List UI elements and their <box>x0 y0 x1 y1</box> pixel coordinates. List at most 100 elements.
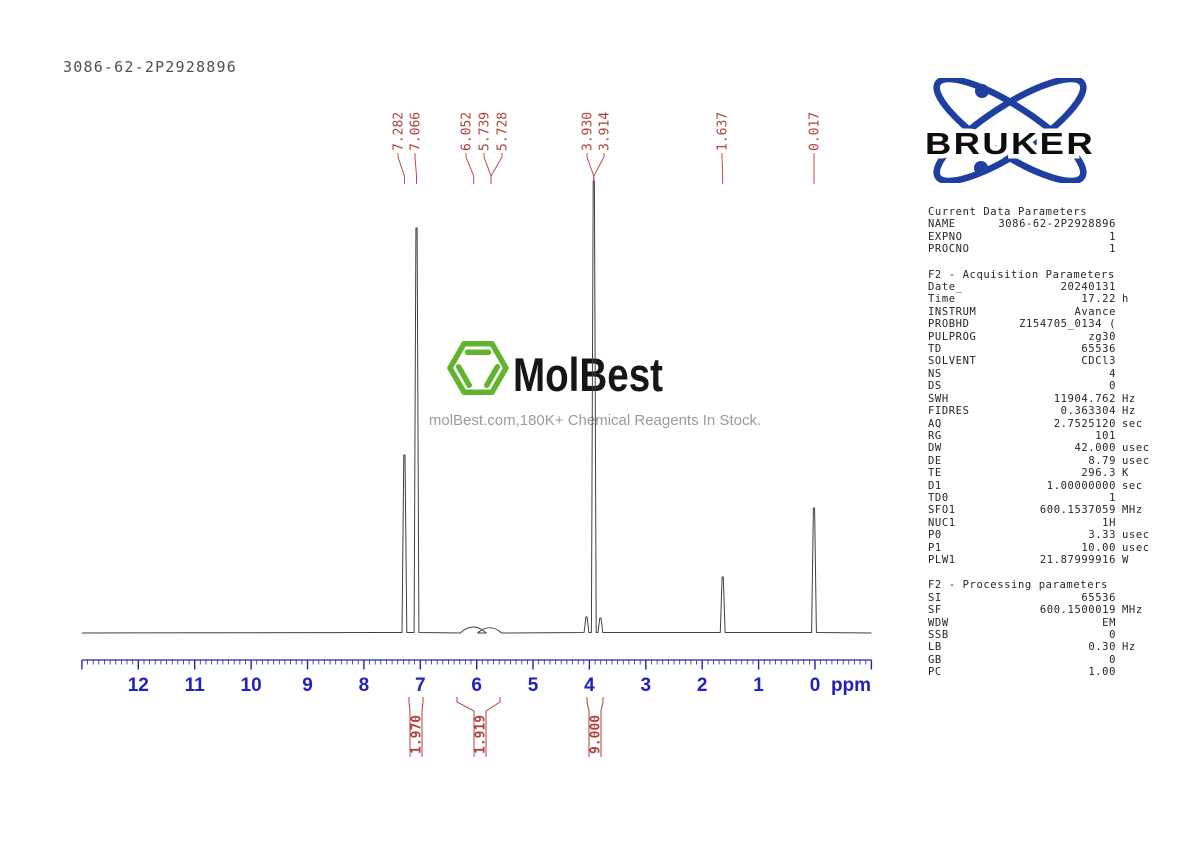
param-unit: sec <box>1122 479 1143 492</box>
param-name: RG <box>928 429 942 442</box>
param-row: TD0 1 <box>928 492 1160 504</box>
param-row: INSTRUM Avance <box>928 306 1160 318</box>
benzene-ring-icon <box>447 341 509 395</box>
param-row: Date_ 20240131 <box>928 281 1160 293</box>
axis-tick-label: 7 <box>415 675 426 696</box>
param-value: zg30 <box>1088 330 1116 343</box>
integral-value: 9.000 <box>589 715 604 754</box>
param-value: 0.30 <box>1088 641 1116 654</box>
param-name: DW <box>928 442 942 455</box>
param-name: TD <box>928 343 942 356</box>
axis-tick-label: 8 <box>359 675 370 696</box>
axis-tick-label: 12 <box>128 675 149 696</box>
peak-connector <box>721 153 724 184</box>
param-row: NAME 3086-62-2P2928896 <box>928 218 1160 230</box>
axis-tick-label: 0 <box>810 675 821 696</box>
spectrum-trace <box>81 180 872 634</box>
param-row: SWH 11904.762 Hz <box>928 393 1160 405</box>
param-row: TD 65536 <box>928 343 1160 355</box>
param-name: SFO1 <box>928 504 956 517</box>
param-unit: Hz <box>1122 641 1136 654</box>
param-value: 1 <box>1109 491 1116 504</box>
param-unit <box>1116 231 1160 243</box>
param-unit <box>1116 430 1160 442</box>
param-unit <box>1116 306 1160 318</box>
param-name: SI <box>928 591 942 604</box>
param-value: 1 <box>1109 243 1116 256</box>
param-unit <box>1116 281 1160 293</box>
param-name: NS <box>928 367 942 380</box>
parameters-panel: Current Data Parameters NAME 3086-62-2P292… <box>928 206 1160 692</box>
param-value: 3.33 <box>1088 529 1116 542</box>
bruker-logo: BRUKER <box>921 78 1098 183</box>
param-name: P1 <box>928 541 942 554</box>
integral-bracket <box>456 697 501 757</box>
param-unit: sec <box>1122 417 1143 430</box>
param-value: 2.7525120 <box>1053 417 1116 430</box>
param-value: 8.79 <box>1088 454 1116 467</box>
param-row: SI 65536 <box>928 592 1160 604</box>
peak-connector <box>490 153 503 184</box>
param-row: FIDRES 0.363304 Hz <box>928 405 1160 417</box>
param-value: 600.1537059 <box>1039 504 1116 517</box>
param-name: Time <box>928 293 956 306</box>
param-unit: Hz <box>1122 392 1136 405</box>
param-name: WDW <box>928 616 949 629</box>
param-name: PC <box>928 666 942 679</box>
axis-tick-label: 3 <box>641 675 652 696</box>
param-row: SSB 0 <box>928 629 1160 641</box>
param-name: PROCNO <box>928 243 970 256</box>
param-row: LB 0.30 Hz <box>928 641 1160 653</box>
param-section: Current Data Parameters NAME 3086-62-2P292… <box>928 206 1160 256</box>
param-row: P1 10.00 usec <box>928 542 1160 554</box>
param-value: 10.00 <box>1081 541 1116 554</box>
param-value: Avance <box>1074 305 1116 318</box>
param-unit: usec <box>1122 454 1150 467</box>
param-value: EM <box>1102 616 1116 629</box>
ppm-axis: 12 11 10 9 8 7 6 5 4 3 2 1 0 ppm <box>81 659 873 696</box>
peak-label: 3.930 <box>581 112 596 151</box>
param-name: SOLVENT <box>928 355 977 368</box>
param-value: 0 <box>1109 380 1116 393</box>
param-row: AQ 2.7525120 sec <box>928 418 1160 430</box>
integral-bracket <box>586 697 604 757</box>
param-row: TE 296.3 K <box>928 467 1160 479</box>
param-value: 0.363304 <box>1060 405 1116 418</box>
param-name: FIDRES <box>928 405 970 418</box>
param-name: LB <box>928 641 942 654</box>
sample-id-title: 3086-62-2P2928896 <box>63 58 237 76</box>
param-unit <box>1116 368 1160 380</box>
param-name: Date_ <box>928 281 963 294</box>
param-row: RG 101 <box>928 430 1160 442</box>
param-unit: K <box>1122 467 1129 480</box>
param-row: PROCNO 1 <box>928 243 1160 255</box>
peak-label: 1.637 <box>716 112 731 151</box>
param-row: PULPROG zg30 <box>928 331 1160 343</box>
param-section: F2 - Acquisition Parameters Date_ 20240131… <box>928 269 1160 567</box>
param-row: DW 42.000 usec <box>928 442 1160 454</box>
param-unit: MHz <box>1122 504 1143 517</box>
param-unit <box>1116 331 1160 343</box>
axis-tick-label: 1 <box>753 675 764 696</box>
axis-tick-label: 9 <box>302 675 313 696</box>
param-value: 1.00 <box>1088 666 1116 679</box>
param-row: Time 17.22 h <box>928 293 1160 305</box>
param-section: F2 - Processing parameters SI 65536 SF 600.1… <box>928 579 1160 678</box>
param-value: 4 <box>1109 367 1116 380</box>
integral-bracket <box>408 697 424 757</box>
bruker-logo-text: BRUKER <box>925 126 1095 161</box>
param-unit <box>1116 617 1160 629</box>
param-name: P0 <box>928 529 942 542</box>
param-name: AQ <box>928 417 942 430</box>
param-value: 20240131 <box>1060 281 1116 294</box>
param-value: Z154705_0134 ( <box>1019 318 1116 331</box>
param-name: DE <box>928 454 942 467</box>
param-value: 1H <box>1102 516 1116 529</box>
param-row: SFO1 600.1537059 MHz <box>928 504 1160 516</box>
axis-tick-label: 6 <box>471 675 482 696</box>
param-name: PULPROG <box>928 330 977 343</box>
param-row: NS 4 <box>928 368 1160 380</box>
param-row: DE 8.79 usec <box>928 455 1160 467</box>
param-row: P0 3.33 usec <box>928 529 1160 541</box>
param-name: DS <box>928 380 942 393</box>
